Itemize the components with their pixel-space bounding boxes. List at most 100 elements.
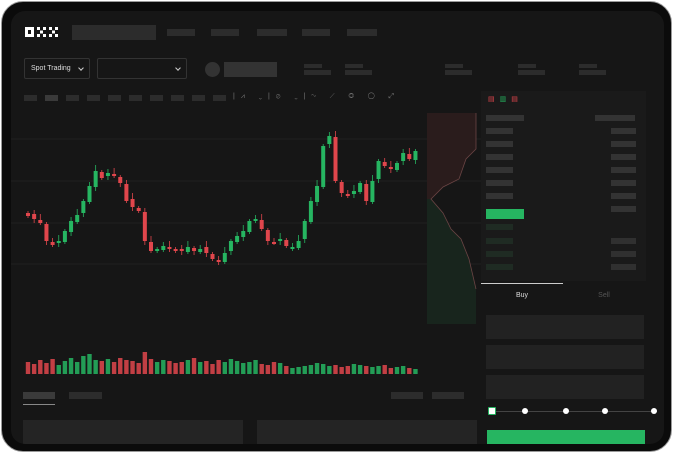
stat-label: [518, 64, 536, 68]
price-input[interactable]: [486, 315, 644, 339]
nav-item[interactable]: [347, 29, 377, 36]
candle: [351, 191, 356, 194]
timeframe-button[interactable]: [24, 95, 37, 101]
volume-bar: [253, 360, 258, 374]
slider-stop[interactable]: [602, 408, 608, 414]
volume-bar: [290, 368, 295, 374]
candle: [284, 240, 289, 246]
spot-trading-dropdown[interactable]: Spot Trading: [24, 58, 90, 79]
volume-bar: [25, 362, 31, 374]
volume-bar: [321, 364, 326, 374]
volume-bar: [148, 359, 154, 374]
volume-bar: [228, 359, 234, 374]
timeframe-button[interactable]: [150, 95, 163, 101]
candle: [167, 247, 172, 249]
candle: [401, 153, 406, 161]
slider-stop[interactable]: [563, 408, 569, 414]
total-input[interactable]: [486, 375, 644, 399]
timeframe-button[interactable]: [171, 95, 184, 101]
ask-price: [486, 193, 513, 199]
volume-bar: [271, 362, 277, 374]
slider-handle[interactable]: [488, 407, 496, 415]
volume-bar: [81, 356, 86, 374]
volume-bar: [308, 365, 314, 374]
candle: [265, 230, 270, 241]
tab-buy[interactable]: Buy: [515, 292, 529, 299]
volume-bar: [357, 365, 363, 374]
stat-value: [518, 70, 545, 75]
candle: [216, 260, 221, 262]
timeframe-button[interactable]: [213, 95, 226, 101]
candle: [278, 239, 283, 241]
candle: [179, 249, 184, 251]
volume-bar: [56, 365, 61, 374]
volume-bar: [376, 366, 381, 374]
nav-item[interactable]: [167, 29, 195, 36]
nav-item[interactable]: [302, 29, 330, 36]
volume-bar: [265, 365, 271, 374]
ask-price: [486, 167, 513, 173]
amount-input[interactable]: [486, 345, 644, 369]
timeframe-button[interactable]: [45, 95, 58, 101]
amount-slider[interactable]: [488, 407, 657, 415]
app-screen: Spot Trading |⩘ ⌄|⊘ ⌄|∿ ⟋ ◎ ◯ ⤢: [11, 11, 664, 444]
timeframe-button[interactable]: [192, 95, 205, 101]
ask-size: [611, 167, 636, 173]
volume-bar: [50, 359, 55, 374]
candle: [136, 208, 141, 211]
buy-button[interactable]: [487, 430, 645, 444]
bid-size: [611, 238, 636, 244]
order-book-view-icons[interactable]: ▤▥▤: [488, 96, 523, 103]
candle: [173, 249, 178, 251]
candlestick-chart[interactable]: [11, 109, 481, 379]
volume-bar: [154, 362, 160, 374]
volume-bar: [382, 365, 387, 374]
tab-order-history[interactable]: [69, 392, 102, 399]
tab-open-orders[interactable]: [23, 392, 55, 399]
drawing-tools[interactable]: |⩘ ⌄|⊘ ⌄|∿ ⟋ ◎ ◯ ⤢: [233, 93, 401, 100]
candle: [376, 161, 381, 179]
volume-bar: [204, 361, 209, 374]
filter-button[interactable]: [391, 392, 423, 399]
candle: [44, 224, 49, 241]
candle: [161, 246, 166, 250]
buy-tab-indicator: [481, 283, 563, 284]
slider-stop[interactable]: [522, 408, 528, 414]
chevron-down-icon: [78, 64, 84, 71]
timeframe-button[interactable]: [66, 95, 79, 101]
candle: [296, 241, 301, 248]
volume-bar: [161, 360, 166, 374]
candle: [118, 177, 123, 183]
volume-bar: [179, 362, 184, 374]
chart-toolbar: [24, 95, 234, 103]
volume-bar: [44, 363, 49, 374]
nav-item[interactable]: [211, 29, 239, 36]
timeframe-button[interactable]: [87, 95, 100, 101]
slider-stop[interactable]: [651, 408, 657, 414]
volume-bar: [216, 360, 221, 374]
ask-size: [611, 193, 636, 199]
stat-label: [445, 64, 463, 68]
volume-bar: [130, 361, 135, 374]
pair-selector[interactable]: [97, 58, 187, 79]
stat-label: [345, 64, 363, 68]
panel: [23, 420, 243, 444]
volume-bar: [142, 352, 148, 374]
depth-chart: [427, 113, 477, 324]
volume-bar: [333, 365, 338, 374]
candle: [26, 213, 30, 216]
candle: [69, 221, 74, 232]
candle: [308, 201, 313, 222]
volume-bar: [327, 366, 332, 374]
tab-sell[interactable]: Sell: [598, 292, 610, 299]
panel: [257, 420, 477, 444]
timeframe-button[interactable]: [129, 95, 142, 101]
candle: [413, 151, 418, 160]
filter-button[interactable]: [432, 392, 464, 399]
candle: [388, 167, 393, 169]
stat-value: [345, 70, 372, 75]
search-bar[interactable]: [72, 25, 156, 40]
candle: [358, 183, 363, 192]
timeframe-button[interactable]: [108, 95, 121, 101]
nav-item[interactable]: [257, 29, 287, 36]
